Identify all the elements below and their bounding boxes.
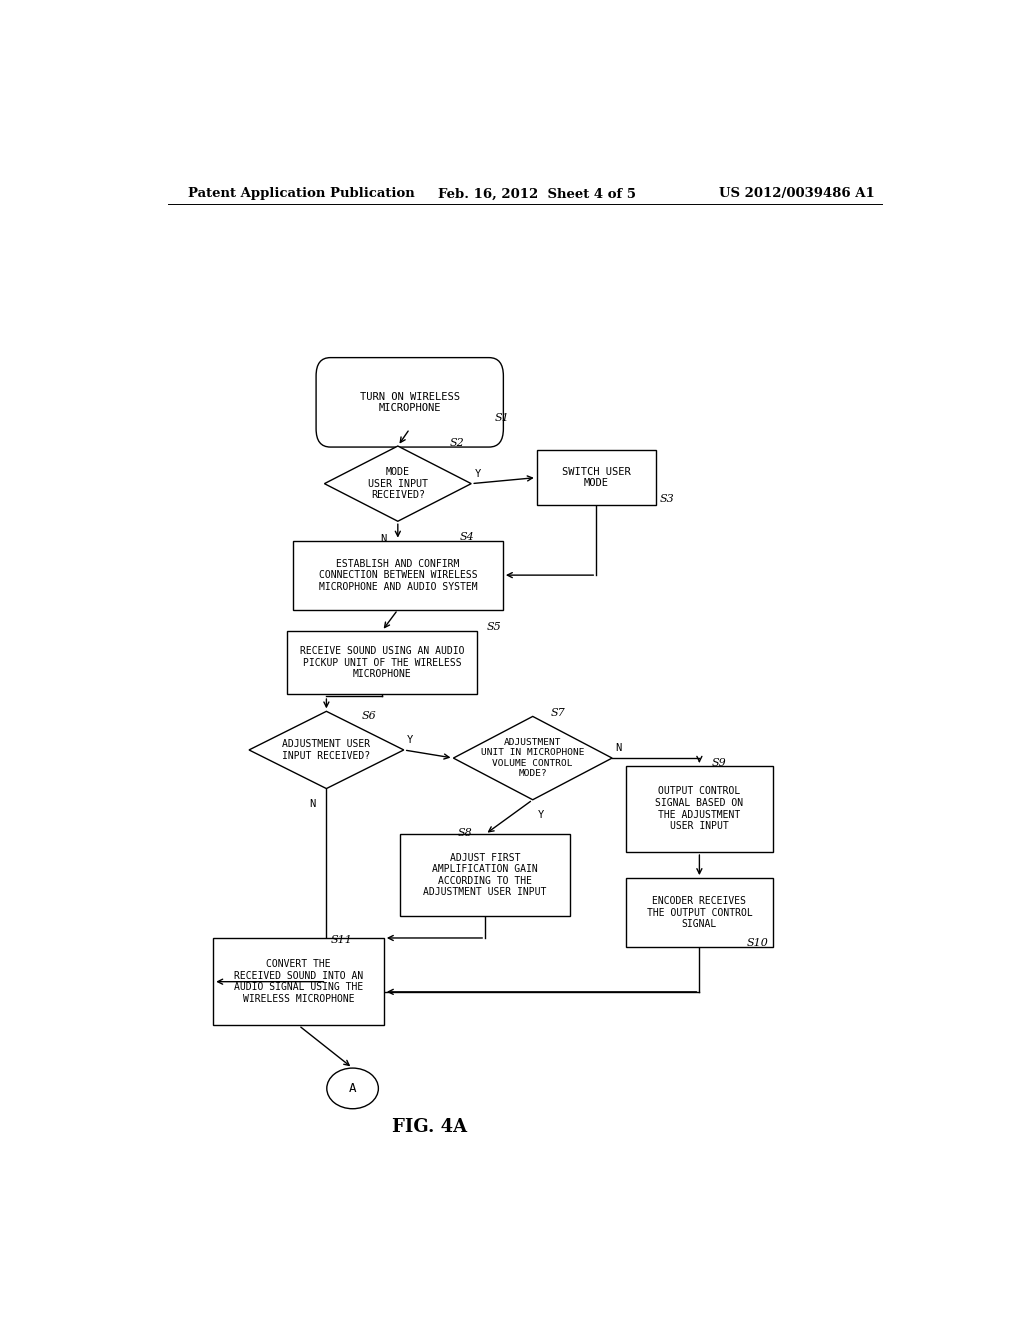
Bar (287, 631, 477, 694)
Text: Feb. 16, 2012  Sheet 4 of 5: Feb. 16, 2012 Sheet 4 of 5 (437, 187, 636, 201)
Text: S6: S6 (362, 711, 377, 722)
Bar (213, 939, 384, 1026)
Text: Y: Y (538, 810, 544, 820)
Text: A: A (349, 1082, 356, 1094)
Text: RECEIVE SOUND USING AN AUDIO
PICKUP UNIT OF THE WIRELESS
MICROPHONE: RECEIVE SOUND USING AN AUDIO PICKUP UNIT… (300, 645, 464, 678)
Text: S9: S9 (712, 758, 726, 768)
Text: S3: S3 (659, 494, 675, 504)
Bar (293, 541, 503, 610)
Polygon shape (454, 717, 612, 800)
Text: S2: S2 (450, 438, 464, 447)
Text: SWITCH USER
MODE: SWITCH USER MODE (562, 467, 631, 488)
Ellipse shape (327, 1068, 379, 1109)
Text: TURN ON WIRELESS
MICROPHONE: TURN ON WIRELESS MICROPHONE (359, 392, 460, 413)
Text: N: N (380, 533, 387, 544)
Text: CONVERT THE
RECEIVED SOUND INTO AN
AUDIO SIGNAL USING THE
WIRELESS MICROPHONE: CONVERT THE RECEIVED SOUND INTO AN AUDIO… (234, 960, 364, 1005)
Text: S11: S11 (331, 935, 352, 945)
Text: ADJUST FIRST
AMPLIFICATION GAIN
ACCORDING TO THE
ADJUSTMENT USER INPUT: ADJUST FIRST AMPLIFICATION GAIN ACCORDIN… (424, 853, 547, 898)
Bar (626, 766, 773, 853)
Text: ADJUSTMENT
UNIT IN MICROPHONE
VOLUME CONTROL
MODE?: ADJUSTMENT UNIT IN MICROPHONE VOLUME CON… (481, 738, 585, 779)
Text: Y: Y (475, 469, 481, 479)
Text: OUTPUT CONTROL
SIGNAL BASED ON
THE ADJUSTMENT
USER INPUT: OUTPUT CONTROL SIGNAL BASED ON THE ADJUS… (655, 787, 743, 832)
Text: FIG. 4A: FIG. 4A (392, 1118, 467, 1137)
Text: S4: S4 (460, 532, 474, 541)
Text: S5: S5 (486, 622, 502, 632)
FancyBboxPatch shape (316, 358, 504, 447)
Bar (537, 450, 655, 506)
Polygon shape (325, 446, 471, 521)
Text: MODE
USER INPUT
RECEIVED?: MODE USER INPUT RECEIVED? (368, 467, 428, 500)
Text: N: N (615, 743, 622, 752)
Text: N: N (309, 799, 315, 809)
Text: ADJUSTMENT USER
INPUT RECEIVED?: ADJUSTMENT USER INPUT RECEIVED? (283, 739, 371, 760)
Text: ENCODER RECEIVES
THE OUTPUT CONTROL
SIGNAL: ENCODER RECEIVES THE OUTPUT CONTROL SIGN… (646, 896, 753, 929)
Text: S10: S10 (748, 939, 769, 948)
Text: S7: S7 (551, 709, 565, 718)
Text: US 2012/0039486 A1: US 2012/0039486 A1 (719, 187, 874, 201)
Polygon shape (249, 711, 403, 788)
Text: S8: S8 (458, 829, 473, 838)
Text: Patent Application Publication: Patent Application Publication (187, 187, 415, 201)
Text: S1: S1 (495, 413, 509, 422)
Text: ESTABLISH AND CONFIRM
CONNECTION BETWEEN WIRELESS
MICROPHONE AND AUDIO SYSTEM: ESTABLISH AND CONFIRM CONNECTION BETWEEN… (318, 558, 477, 591)
Text: Y: Y (407, 735, 414, 744)
Bar (626, 878, 773, 948)
Bar (399, 834, 570, 916)
